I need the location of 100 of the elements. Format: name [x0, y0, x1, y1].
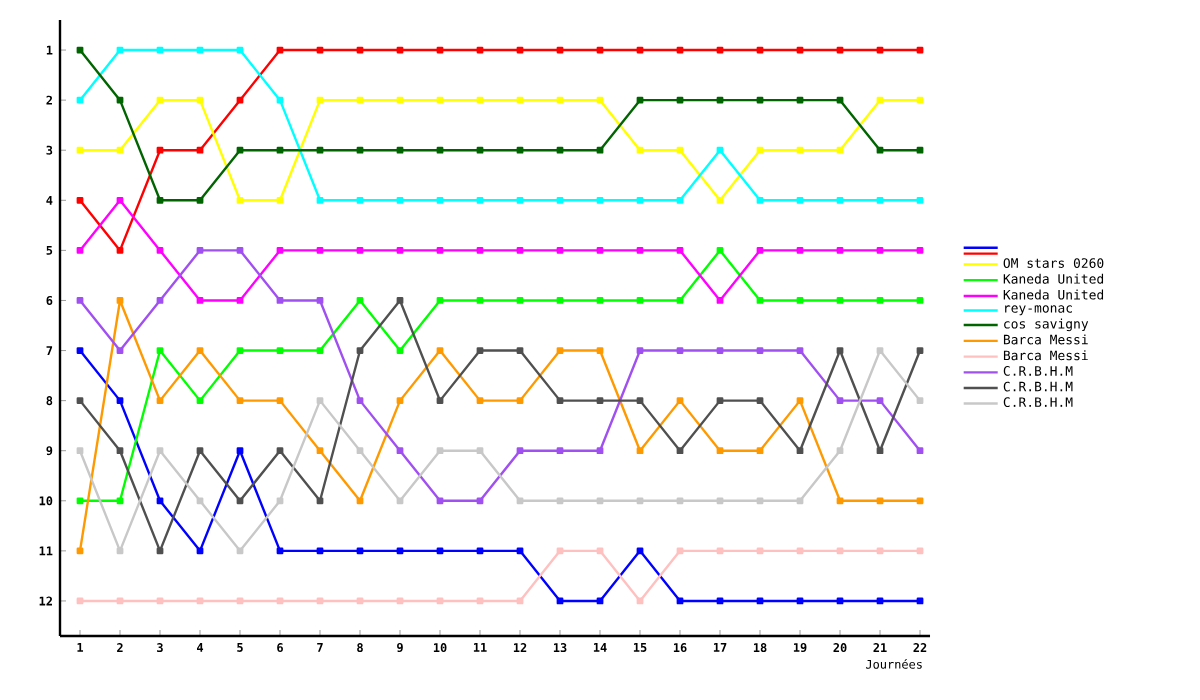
point [76, 297, 84, 304]
point [916, 96, 924, 104]
point [316, 46, 324, 54]
point [356, 447, 364, 455]
point [596, 547, 604, 555]
point [236, 196, 244, 204]
point [316, 297, 324, 304]
point [396, 597, 404, 605]
point [596, 297, 604, 304]
point [516, 196, 524, 204]
point [636, 246, 644, 254]
point [676, 397, 684, 405]
point [636, 146, 644, 154]
point [156, 96, 164, 104]
point [396, 447, 404, 455]
point [596, 347, 604, 354]
point [916, 397, 924, 405]
point [396, 96, 404, 104]
point [916, 497, 924, 505]
point [476, 196, 484, 204]
point [396, 297, 404, 304]
point [356, 497, 364, 505]
point [316, 96, 324, 104]
point [636, 196, 644, 204]
point [356, 46, 364, 54]
point [556, 46, 564, 54]
point [516, 397, 524, 405]
point [156, 146, 164, 154]
point [756, 347, 764, 354]
point [556, 547, 564, 555]
point [756, 597, 764, 605]
point [876, 597, 884, 605]
point [436, 597, 444, 605]
point [476, 96, 484, 104]
point [236, 547, 244, 555]
point [276, 347, 284, 354]
point [836, 196, 844, 204]
point [596, 447, 604, 455]
point [756, 447, 764, 455]
point [756, 246, 764, 254]
point [836, 297, 844, 304]
point [76, 547, 84, 555]
point [436, 347, 444, 354]
point [196, 397, 204, 405]
point [636, 447, 644, 455]
point [196, 246, 204, 254]
point [596, 146, 604, 154]
point [476, 146, 484, 154]
point [116, 347, 124, 354]
point [556, 297, 564, 304]
point [676, 347, 684, 354]
point [916, 297, 924, 304]
point [236, 397, 244, 405]
point [196, 146, 204, 154]
point [156, 447, 164, 455]
point [836, 547, 844, 555]
point [356, 196, 364, 204]
point [356, 297, 364, 304]
point [876, 397, 884, 405]
point [796, 397, 804, 405]
point [476, 547, 484, 555]
point [476, 397, 484, 405]
point [276, 146, 284, 154]
point [876, 46, 884, 54]
point [196, 347, 204, 354]
point [276, 447, 284, 455]
point [756, 397, 764, 405]
point [156, 297, 164, 304]
point [916, 246, 924, 254]
point [356, 246, 364, 254]
point [716, 397, 724, 405]
point [876, 447, 884, 455]
point [396, 246, 404, 254]
point [356, 96, 364, 104]
point [596, 497, 604, 505]
point [476, 347, 484, 354]
point [116, 447, 124, 455]
point [796, 196, 804, 204]
point [916, 46, 924, 54]
point [876, 196, 884, 204]
point [156, 497, 164, 505]
point [396, 547, 404, 555]
point [76, 597, 84, 605]
point [236, 146, 244, 154]
point [276, 96, 284, 104]
point [116, 597, 124, 605]
point [916, 447, 924, 455]
point [436, 497, 444, 505]
point [796, 597, 804, 605]
point [236, 497, 244, 505]
point [556, 397, 564, 405]
point [636, 297, 644, 304]
point [596, 96, 604, 104]
point [236, 447, 244, 455]
point [276, 297, 284, 304]
point [716, 447, 724, 455]
point [156, 246, 164, 254]
point [676, 246, 684, 254]
point [836, 347, 844, 354]
point [796, 146, 804, 154]
